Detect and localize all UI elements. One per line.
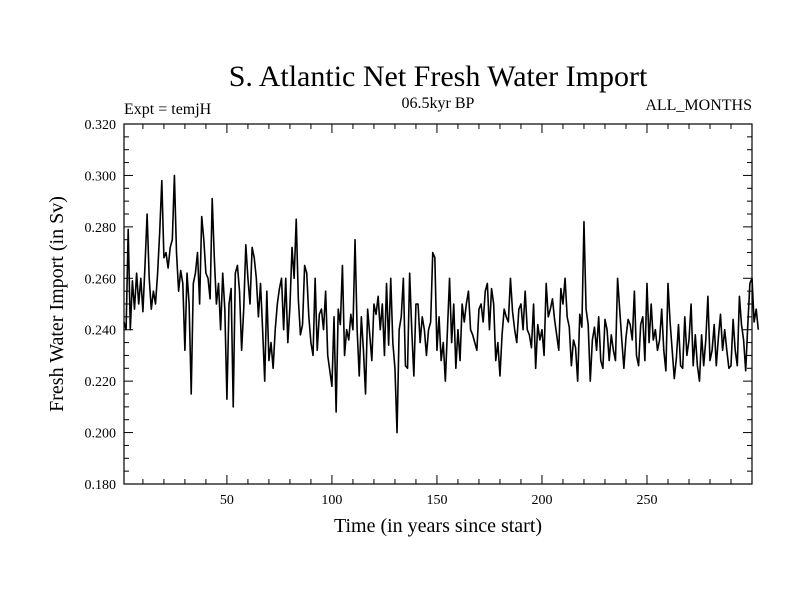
months-label: ALL_MONTHS	[645, 97, 752, 114]
axis-ticks	[124, 123, 752, 485]
y-tick-label: 0.300	[85, 169, 117, 184]
y-tick-label: 0.200	[85, 427, 117, 442]
y-tick-label: 0.280	[85, 221, 117, 236]
series-line	[123, 174, 760, 434]
y-tick-label: 0.240	[85, 324, 117, 339]
x-axis-label: Time (in years since start)	[334, 515, 542, 537]
x-tick-label: 200	[531, 493, 552, 508]
y-tick-label: 0.320	[85, 118, 117, 133]
chart-title: S. Atlantic Net Fresh Water Import	[229, 60, 648, 93]
y-axis-label: Fresh Water Import (in Sv)	[46, 196, 68, 412]
x-tick-label: 100	[321, 493, 342, 508]
x-tick-label: 250	[636, 493, 657, 508]
y-tick-label: 0.180	[85, 478, 117, 493]
x-tick-label: 50	[220, 493, 234, 508]
y-tick-label: 0.220	[85, 375, 117, 390]
axis-tick-labels: 50 100 150 200 250 0.180 0.200 0.220 0.240 0.260 0…	[85, 118, 658, 508]
period-label: 06.5kyr BP	[402, 95, 475, 112]
experiment-label: Expt = temjH	[124, 101, 212, 118]
x-tick-label: 150	[426, 493, 447, 508]
y-tick-label: 0.260	[85, 272, 117, 287]
plot-frame	[123, 123, 753, 485]
